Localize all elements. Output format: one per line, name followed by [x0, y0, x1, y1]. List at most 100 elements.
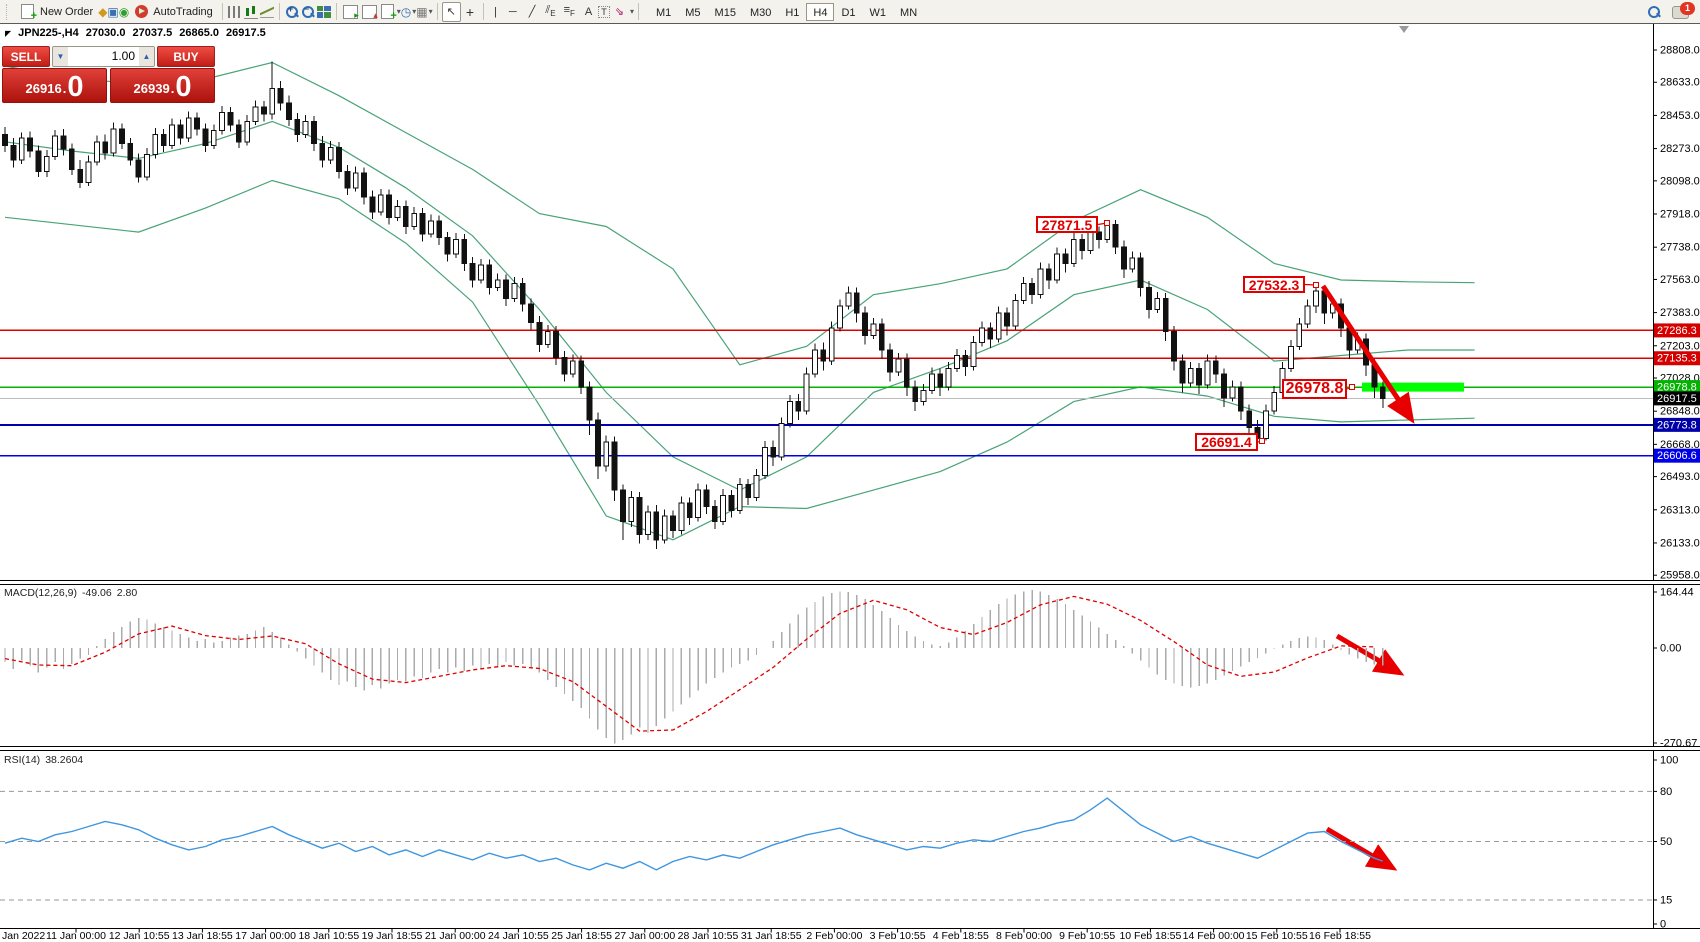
autotrading-button[interactable]: AutoTrading — [129, 2, 218, 22]
toolbar-separator — [483, 3, 485, 20]
sell-price-panel[interactable]: 26916. 0 — [2, 68, 107, 103]
timeframe-m15[interactable]: M15 — [708, 3, 743, 21]
indicator-list-icon[interactable] — [361, 4, 378, 21]
svg-text:15 Feb 10:55: 15 Feb 10:55 — [1246, 930, 1308, 942]
svg-text:0: 0 — [1660, 919, 1666, 931]
new-chart-icon[interactable] — [380, 4, 397, 22]
svg-text:3 Feb 10:55: 3 Feb 10:55 — [870, 930, 926, 942]
autotrading-label: AutoTrading — [153, 5, 213, 18]
price-label-26978[interactable]: 26978.8 — [1282, 379, 1347, 399]
buy-price-pips: 0 — [175, 71, 192, 103]
new-order-button[interactable]: New Order — [14, 2, 98, 22]
search-icon[interactable] — [1646, 4, 1662, 20]
sell-price: 26916 — [25, 81, 62, 96]
svg-text:18 Jan 10:55: 18 Jan 10:55 — [298, 930, 359, 942]
line-chart-mode-icon[interactable] — [259, 5, 274, 18]
svg-text:Jan 2022: Jan 2022 — [2, 930, 45, 942]
volume-decrease-button[interactable]: ▼ — [53, 47, 68, 66]
candlestick-mode-icon[interactable] — [243, 4, 258, 19]
signals-icon[interactable]: ◉ — [118, 4, 130, 19]
svg-text:28 Jan 10:55: 28 Jan 10:55 — [678, 930, 739, 942]
close-value: 26917.5 — [226, 27, 266, 39]
toolbar-separator — [221, 3, 223, 20]
price-label-27532[interactable]: 27532.3 — [1243, 276, 1305, 293]
pane-divider-macd[interactable] — [0, 580, 1700, 585]
cursor-tool-button[interactable]: ↖ — [441, 1, 461, 22]
timeframe-h1[interactable]: H1 — [778, 3, 806, 21]
svg-text:27135.3: 27135.3 — [1657, 353, 1697, 365]
buy-price: 26939 — [133, 81, 170, 96]
svg-text:50: 50 — [1660, 836, 1672, 848]
price-label-27871[interactable]: 27871.5 — [1036, 216, 1098, 233]
text-label-tool-icon[interactable]: T — [598, 5, 610, 18]
buy-button[interactable]: BUY — [157, 46, 215, 67]
svg-text:28273.0: 28273.0 — [1660, 143, 1700, 155]
time-axis[interactable] — [0, 929, 1653, 942]
timeframe-mn[interactable]: MN — [893, 3, 924, 21]
svg-text:26848.0: 26848.0 — [1660, 406, 1700, 418]
sell-price-pips: 0 — [67, 71, 84, 103]
timeframe-m5[interactable]: M5 — [678, 3, 707, 21]
volume-control: ▼ 1.00 ▲ — [52, 46, 155, 67]
template-caret[interactable]: ▾ — [428, 7, 433, 16]
timeframe-toolbar: M1 M5 M15 M30 H1 H4 D1 W1 MN — [649, 2, 924, 21]
text-tool-icon[interactable]: A — [584, 5, 593, 18]
new-order-icon — [21, 4, 37, 22]
svg-text:25958.0: 25958.0 — [1660, 570, 1700, 582]
indicators-icon[interactable] — [342, 4, 359, 21]
timeframe-d1[interactable]: D1 — [834, 3, 862, 21]
fibonacci-tool-icon[interactable]: ≡F — [563, 4, 575, 19]
symbol-period-label: JPN225-,H4 — [18, 27, 79, 39]
svg-text:28453.0: 28453.0 — [1660, 110, 1700, 122]
svg-text:164.44: 164.44 — [1660, 587, 1694, 599]
vertical-line-tool-icon[interactable]: | — [494, 5, 497, 18]
buy-price-panel[interactable]: 26939. 0 — [110, 68, 215, 103]
period-clock-icon[interactable]: ◷ — [400, 4, 412, 19]
price-axis[interactable] — [1653, 24, 1700, 928]
toolbar-grip — [6, 3, 11, 20]
open-value: 27030.0 — [85, 27, 126, 39]
horizontal-line-tool-icon[interactable]: ─ — [508, 5, 517, 18]
svg-text:0.00: 0.00 — [1660, 643, 1681, 655]
new-chart-caret[interactable]: ▾ — [396, 7, 401, 16]
svg-text:4 Feb 18:55: 4 Feb 18:55 — [933, 930, 989, 942]
toolbar-separator — [278, 3, 280, 20]
svg-text:28633.0: 28633.0 — [1660, 77, 1700, 89]
svg-text:13 Jan 18:55: 13 Jan 18:55 — [172, 930, 233, 942]
timeframe-w1[interactable]: W1 — [863, 3, 894, 21]
svg-text:19 Jan 18:55: 19 Jan 18:55 — [362, 930, 423, 942]
zoom-out-icon[interactable]: − — [300, 4, 316, 20]
tile-windows-icon[interactable] — [316, 5, 331, 18]
chart-wizard-icon[interactable]: ◆ — [98, 4, 108, 19]
rsi-label-row: RSI(14) 38.2604 — [4, 754, 83, 766]
template-icon[interactable]: ▦ — [416, 4, 428, 19]
toolbar-separator — [436, 3, 438, 20]
new-order-label: New Order — [40, 5, 94, 18]
svg-text:26668.0: 26668.0 — [1660, 439, 1700, 451]
arrows-caret[interactable]: ▾ — [629, 7, 634, 16]
notifications-icon[interactable]: 1 — [1672, 2, 1695, 19]
period-caret[interactable]: ▾ — [412, 7, 417, 16]
high-value: 27037.5 — [132, 27, 173, 39]
svg-text:26917.5: 26917.5 — [1657, 393, 1697, 405]
arrows-tool-icon[interactable]: ⇘ — [614, 6, 624, 18]
macd-name: MACD(12,26,9) — [4, 587, 77, 599]
crosshair-tool-icon[interactable]: + — [465, 3, 475, 20]
sell-button[interactable]: SELL — [2, 46, 50, 67]
volume-increase-button[interactable]: ▲ — [139, 47, 154, 66]
channel-tool-icon[interactable]: ⫽E — [545, 4, 556, 19]
timeframe-h4[interactable]: H4 — [806, 2, 835, 21]
svg-text:21 Jan 00:00: 21 Jan 00:00 — [425, 930, 486, 942]
terminal-icon[interactable]: ▣ — [107, 4, 119, 19]
macd-label-row: MACD(12,26,9) -49.06 2.80 — [4, 587, 137, 599]
price-label-26691[interactable]: 26691.4 — [1195, 433, 1258, 451]
symbol-ohlc-bar: ◤ JPN225-,H4 27030.0 27037.5 26865.0 269… — [5, 27, 266, 39]
timeframe-m1[interactable]: M1 — [649, 3, 678, 21]
timeframe-m30[interactable]: M30 — [743, 3, 778, 21]
volume-input[interactable]: 1.00 — [111, 49, 135, 63]
bar-chart-mode-icon[interactable] — [227, 5, 242, 18]
zoom-in-icon[interactable]: + — [284, 4, 300, 20]
trendline-tool-icon[interactable]: ╱ — [528, 6, 536, 18]
pane-divider-rsi[interactable] — [0, 746, 1700, 751]
